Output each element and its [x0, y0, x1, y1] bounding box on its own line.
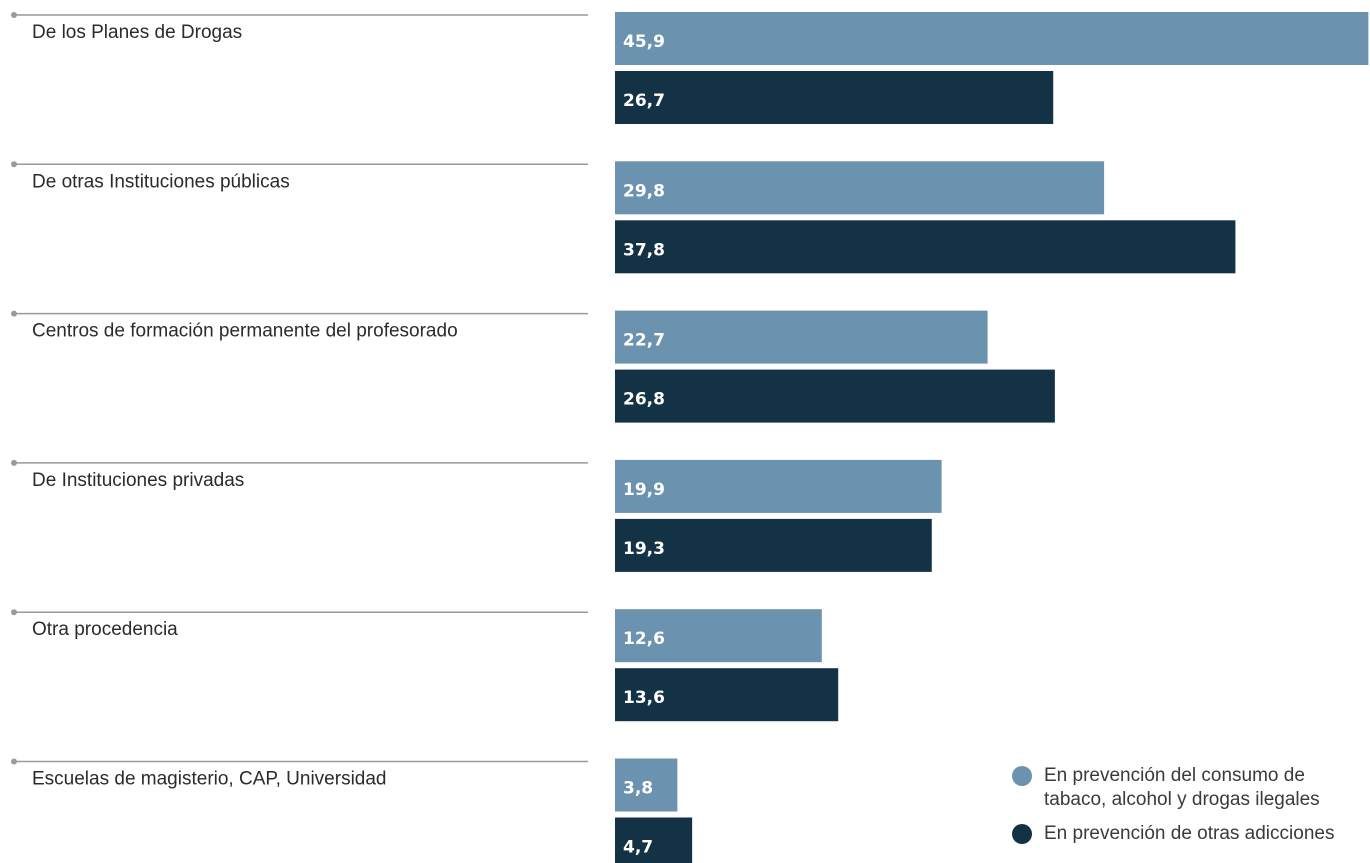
category-label: Centros de formación permanente del prof… — [32, 321, 458, 342]
bar-series-2 — [615, 220, 1236, 274]
bar-series-2 — [615, 518, 932, 572]
bar-series-1 — [615, 758, 678, 812]
category-label: Escuelas de magisterio, CAP, Universidad — [32, 769, 387, 790]
bar-series-2 — [615, 71, 1054, 124]
legend: En prevención del consumo de tabaco, alc… — [1012, 764, 1370, 856]
bar-value-label: 19,3 — [623, 539, 665, 559]
category-label: Otra procedencia — [32, 619, 178, 640]
legend-label-series-2: En prevención de otras adicciones — [1044, 823, 1335, 844]
bar-value-label: 29,8 — [623, 181, 665, 201]
category-bullet — [11, 758, 17, 765]
bar-value-label: 13,6 — [623, 688, 665, 708]
bar-value-label: 19,9 — [623, 480, 665, 500]
bar-series-1 — [615, 459, 942, 513]
bar-value-label: 4,7 — [623, 838, 653, 858]
bar-series-2 — [615, 668, 839, 722]
bar-series-1 — [615, 310, 988, 364]
category-label: De otras Instituciones públicas — [32, 171, 290, 192]
bar-series-2 — [615, 817, 693, 863]
category-label: De Instituciones privadas — [32, 470, 244, 491]
bar-series-2 — [615, 369, 1055, 423]
bar-value-label: 45,9 — [623, 32, 665, 52]
bar-series-1 — [615, 161, 1105, 215]
legend-item-series-1: En prevención del consumo de tabaco, alc… — [1012, 764, 1370, 812]
legend-label-series-1: En prevención del consumo de tabaco, alc… — [1044, 765, 1320, 810]
bar-series-1 — [615, 609, 822, 663]
legend-swatch-series-2 — [1012, 824, 1032, 844]
bar-value-label: 37,8 — [623, 240, 665, 260]
category-bullet — [11, 310, 17, 317]
legend-swatch-series-1 — [1012, 766, 1032, 786]
category-bullet — [11, 459, 17, 466]
category-bullet — [11, 12, 17, 18]
bar-value-label: 26,7 — [623, 91, 665, 111]
legend-item-series-2: En prevención de otras adicciones — [1012, 822, 1370, 846]
category-label: De los Planes de Drogas — [32, 22, 242, 43]
bar-series-1 — [615, 12, 1369, 65]
bar-value-label: 22,7 — [623, 331, 665, 351]
category-bullet — [11, 609, 17, 616]
category-bullet — [11, 161, 17, 168]
bar-value-label: 3,8 — [623, 779, 653, 799]
bar-value-label: 12,6 — [623, 629, 665, 649]
bar-value-label: 26,8 — [623, 390, 665, 410]
